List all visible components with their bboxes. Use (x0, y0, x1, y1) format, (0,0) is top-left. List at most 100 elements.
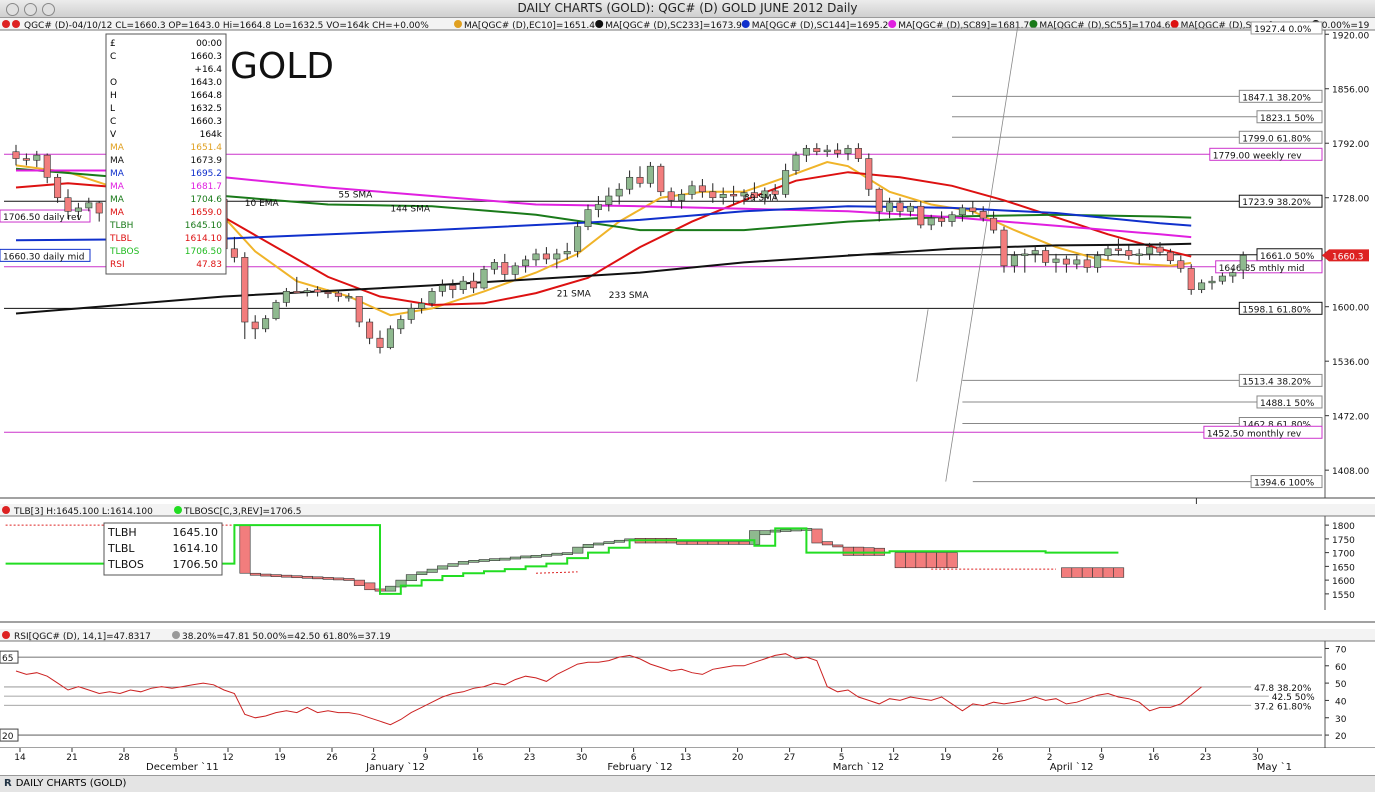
tlb-brick (676, 541, 688, 545)
left-level-label: 1706.50 daily rev (3, 213, 83, 223)
rsi-ref-label-box (1251, 700, 1322, 711)
ma-legend-dot (595, 20, 604, 28)
candle-body (54, 176, 62, 199)
candle-body (407, 308, 415, 320)
candle-body (1052, 258, 1060, 263)
tlb-brick (853, 546, 865, 556)
rsi-panel[interactable]: RSI[QGC# (D), 14,1]=47.8317 38.20%=47.81 … (0, 629, 1375, 749)
time-tick-label: 12 (888, 753, 899, 763)
candle-body (1218, 275, 1226, 282)
close-window-button[interactable] (6, 3, 19, 16)
candle-body (958, 207, 966, 216)
tlb-brick (520, 555, 532, 559)
ma-legend-label: MA[QGC# (D),SC233]=1673.9 (605, 21, 742, 31)
chart-title: GOLD (230, 46, 334, 87)
data-window-key: MA (110, 156, 125, 166)
zoom-window-button[interactable] (42, 3, 55, 16)
time-tick-label: 26 (326, 753, 338, 763)
candle-body (314, 289, 322, 293)
candle-body (74, 207, 82, 212)
tlb-brick (509, 556, 521, 560)
tlb-brick (686, 541, 698, 545)
candle-body (1073, 259, 1081, 265)
level-label: 1779.00 weekly rev (1213, 151, 1302, 161)
level-label: 1723.9 38.20% (1242, 198, 1311, 208)
candle-body (844, 148, 852, 154)
minimize-window-button[interactable] (24, 3, 37, 16)
candle-body (272, 302, 280, 319)
chart-area[interactable]: QGC# (D)-04/10/12 CL=1660.3 OP=1643.0 Hi… (0, 18, 1375, 775)
candle-body (584, 209, 592, 227)
tlb-brick (249, 572, 261, 576)
time-tick-label: 28 (118, 753, 130, 763)
candle-body (636, 176, 644, 184)
candle-body (917, 205, 925, 226)
data-window-value: 1673.9 (191, 156, 223, 166)
candle-body (1146, 246, 1154, 255)
tlb-brick (260, 573, 272, 577)
rsi-reference-label: 47.8 38.20% (1254, 684, 1312, 694)
tlb-brick (915, 552, 927, 569)
tlb-tick-label: 1750 (1332, 536, 1355, 546)
rsi-ref-label-box (1251, 681, 1322, 692)
tlb-brick (863, 547, 875, 556)
tlb-legend-value: 1645.10 (173, 526, 219, 539)
candle-body (397, 319, 405, 330)
candle-body (792, 154, 800, 171)
ma-legend-label: MA[QGC# (D),SC55]=1704.6 (1039, 21, 1170, 31)
tlb-brick (842, 546, 854, 556)
tlb-brick (561, 552, 573, 555)
tlb-brick (759, 530, 771, 536)
time-tick-label: 26 (992, 753, 1004, 763)
tlb-brick (572, 546, 584, 554)
candle-body (1135, 253, 1143, 256)
tlb-brick (322, 577, 334, 580)
tlb-brick (1081, 567, 1093, 578)
time-tick-label: 30 (1252, 753, 1264, 763)
tlbosc-line (5, 524, 1119, 595)
month-label: May `1 (1257, 761, 1292, 773)
tlb-brick (416, 571, 428, 575)
candle-body (896, 202, 904, 212)
candle-body (1104, 248, 1112, 256)
candle-body (1031, 250, 1039, 255)
tlb-brick (405, 574, 417, 581)
data-window-key: MA (110, 195, 125, 205)
window-controls (6, 3, 60, 21)
candle-body (906, 205, 914, 212)
rsi-tick-label: 40 (1335, 697, 1347, 707)
candle-body (1166, 251, 1174, 262)
price-tick-label: 1728.00 (1332, 195, 1369, 205)
level-label: 1661.0 50% (1260, 252, 1315, 262)
data-window-value: 1704.6 (191, 195, 223, 205)
ma-line-ema10 (15, 160, 1192, 317)
price-panel[interactable]: QGC# (D)-04/10/12 CL=1660.3 OP=1643.0 Hi… (0, 18, 1375, 499)
candle-body (646, 165, 654, 184)
data-window-key: MA (110, 208, 125, 218)
level-label: 1452.50 monthly rev (1207, 429, 1302, 439)
ma-legend-label: MA[QGC# (D),SC89]=1681.7 (898, 21, 1029, 31)
left-level-label: 1660.30 daily mid (3, 252, 84, 262)
tlb-brick (551, 552, 563, 556)
rsi-left-label: 65 (2, 654, 13, 664)
tlb-brick (717, 541, 729, 545)
candle-body (470, 280, 478, 289)
candle-body (1062, 258, 1070, 265)
time-tick-label: 2 (371, 753, 377, 763)
window-title: DAILY CHARTS (GOLD): QGC# (D) GOLD JUNE … (517, 1, 858, 15)
tlb-brick (894, 552, 906, 569)
data-window-value: 1681.7 (191, 182, 223, 192)
data-window-key: H (110, 91, 117, 101)
time-tick-label: 9 (423, 753, 429, 763)
data-window-value: 1659.0 (191, 208, 223, 218)
data-window-key: MA (110, 182, 125, 192)
candle-body (418, 302, 426, 309)
data-window-key: MA (110, 143, 125, 153)
left-level-box (0, 248, 91, 262)
tlb-brick (936, 552, 948, 569)
tlb-legend-key: TLBH (107, 526, 137, 539)
tlb-brick (728, 541, 740, 545)
ma-annotation: 21 SMA (557, 289, 592, 299)
candle-body (490, 262, 498, 270)
tlb-panel[interactable]: TLB[3] H:1645.100 L:1614.100 TLBOSC[C,3,R… (0, 504, 1375, 623)
